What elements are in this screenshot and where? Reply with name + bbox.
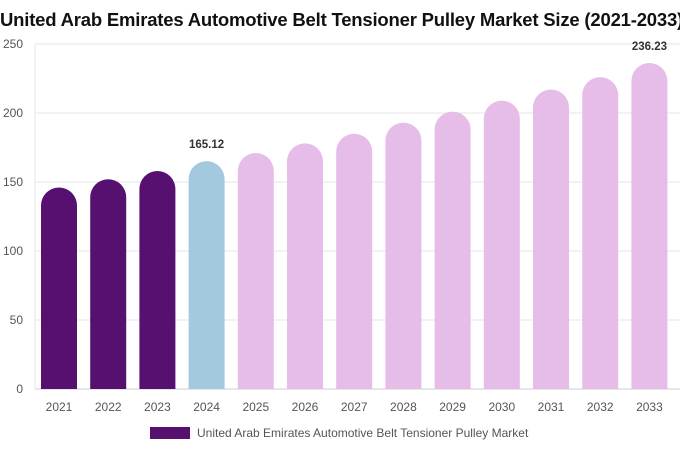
x-tick-label: 2029 <box>439 400 466 414</box>
x-tick-label: 2026 <box>292 400 319 414</box>
y-tick-label: 200 <box>3 106 23 120</box>
chart-title: United Arab Emirates Automotive Belt Ten… <box>0 9 680 30</box>
bar-2032 <box>582 77 619 390</box>
x-axis: 2021 2022 2023 2024 2025 2026 2027 2028 2029 2030… <box>46 400 663 414</box>
x-tick-label: 2030 <box>488 400 515 414</box>
y-tick-label: 250 <box>3 37 23 51</box>
bar-2024 <box>188 161 225 389</box>
bar-2022 <box>90 179 127 389</box>
y-axis: 0 50 100 150 200 250 <box>3 37 23 396</box>
x-tick-label: 2028 <box>390 400 417 414</box>
legend-label: United Arab Emirates Automotive Belt Ten… <box>197 426 529 440</box>
bar-2030 <box>483 100 520 389</box>
x-tick-label: 2027 <box>341 400 368 414</box>
y-tick-label: 100 <box>3 244 23 258</box>
x-tick-label: 2024 <box>193 400 220 414</box>
x-tick-label: 2032 <box>587 400 614 414</box>
bar-2021 <box>41 187 77 389</box>
bar-2025 <box>237 153 274 389</box>
legend-swatch <box>150 427 190 439</box>
y-tick-label: 150 <box>3 175 23 189</box>
bar-2031 <box>533 89 570 389</box>
bars <box>41 63 668 390</box>
y-tick-label: 0 <box>16 382 23 396</box>
bar-2023 <box>139 170 176 389</box>
data-label-2024: 165.12 <box>189 139 224 151</box>
x-tick-label: 2033 <box>636 400 663 414</box>
bar-2029 <box>434 111 471 389</box>
legend: United Arab Emirates Automotive Belt Ten… <box>150 424 528 442</box>
bar-2033 <box>631 63 668 390</box>
data-label-2033: 236.23 <box>632 41 667 53</box>
x-tick-label: 2021 <box>46 400 73 414</box>
x-tick-label: 2031 <box>538 400 565 414</box>
data-labels: 165.12 236.23 <box>189 41 667 151</box>
bar-2026 <box>287 143 324 389</box>
x-tick-label: 2023 <box>144 400 171 414</box>
y-tick-label: 50 <box>10 313 24 327</box>
bar-2028 <box>385 122 422 389</box>
x-tick-label: 2022 <box>95 400 122 414</box>
x-tick-label: 2025 <box>242 400 269 414</box>
bar-2027 <box>336 133 373 389</box>
